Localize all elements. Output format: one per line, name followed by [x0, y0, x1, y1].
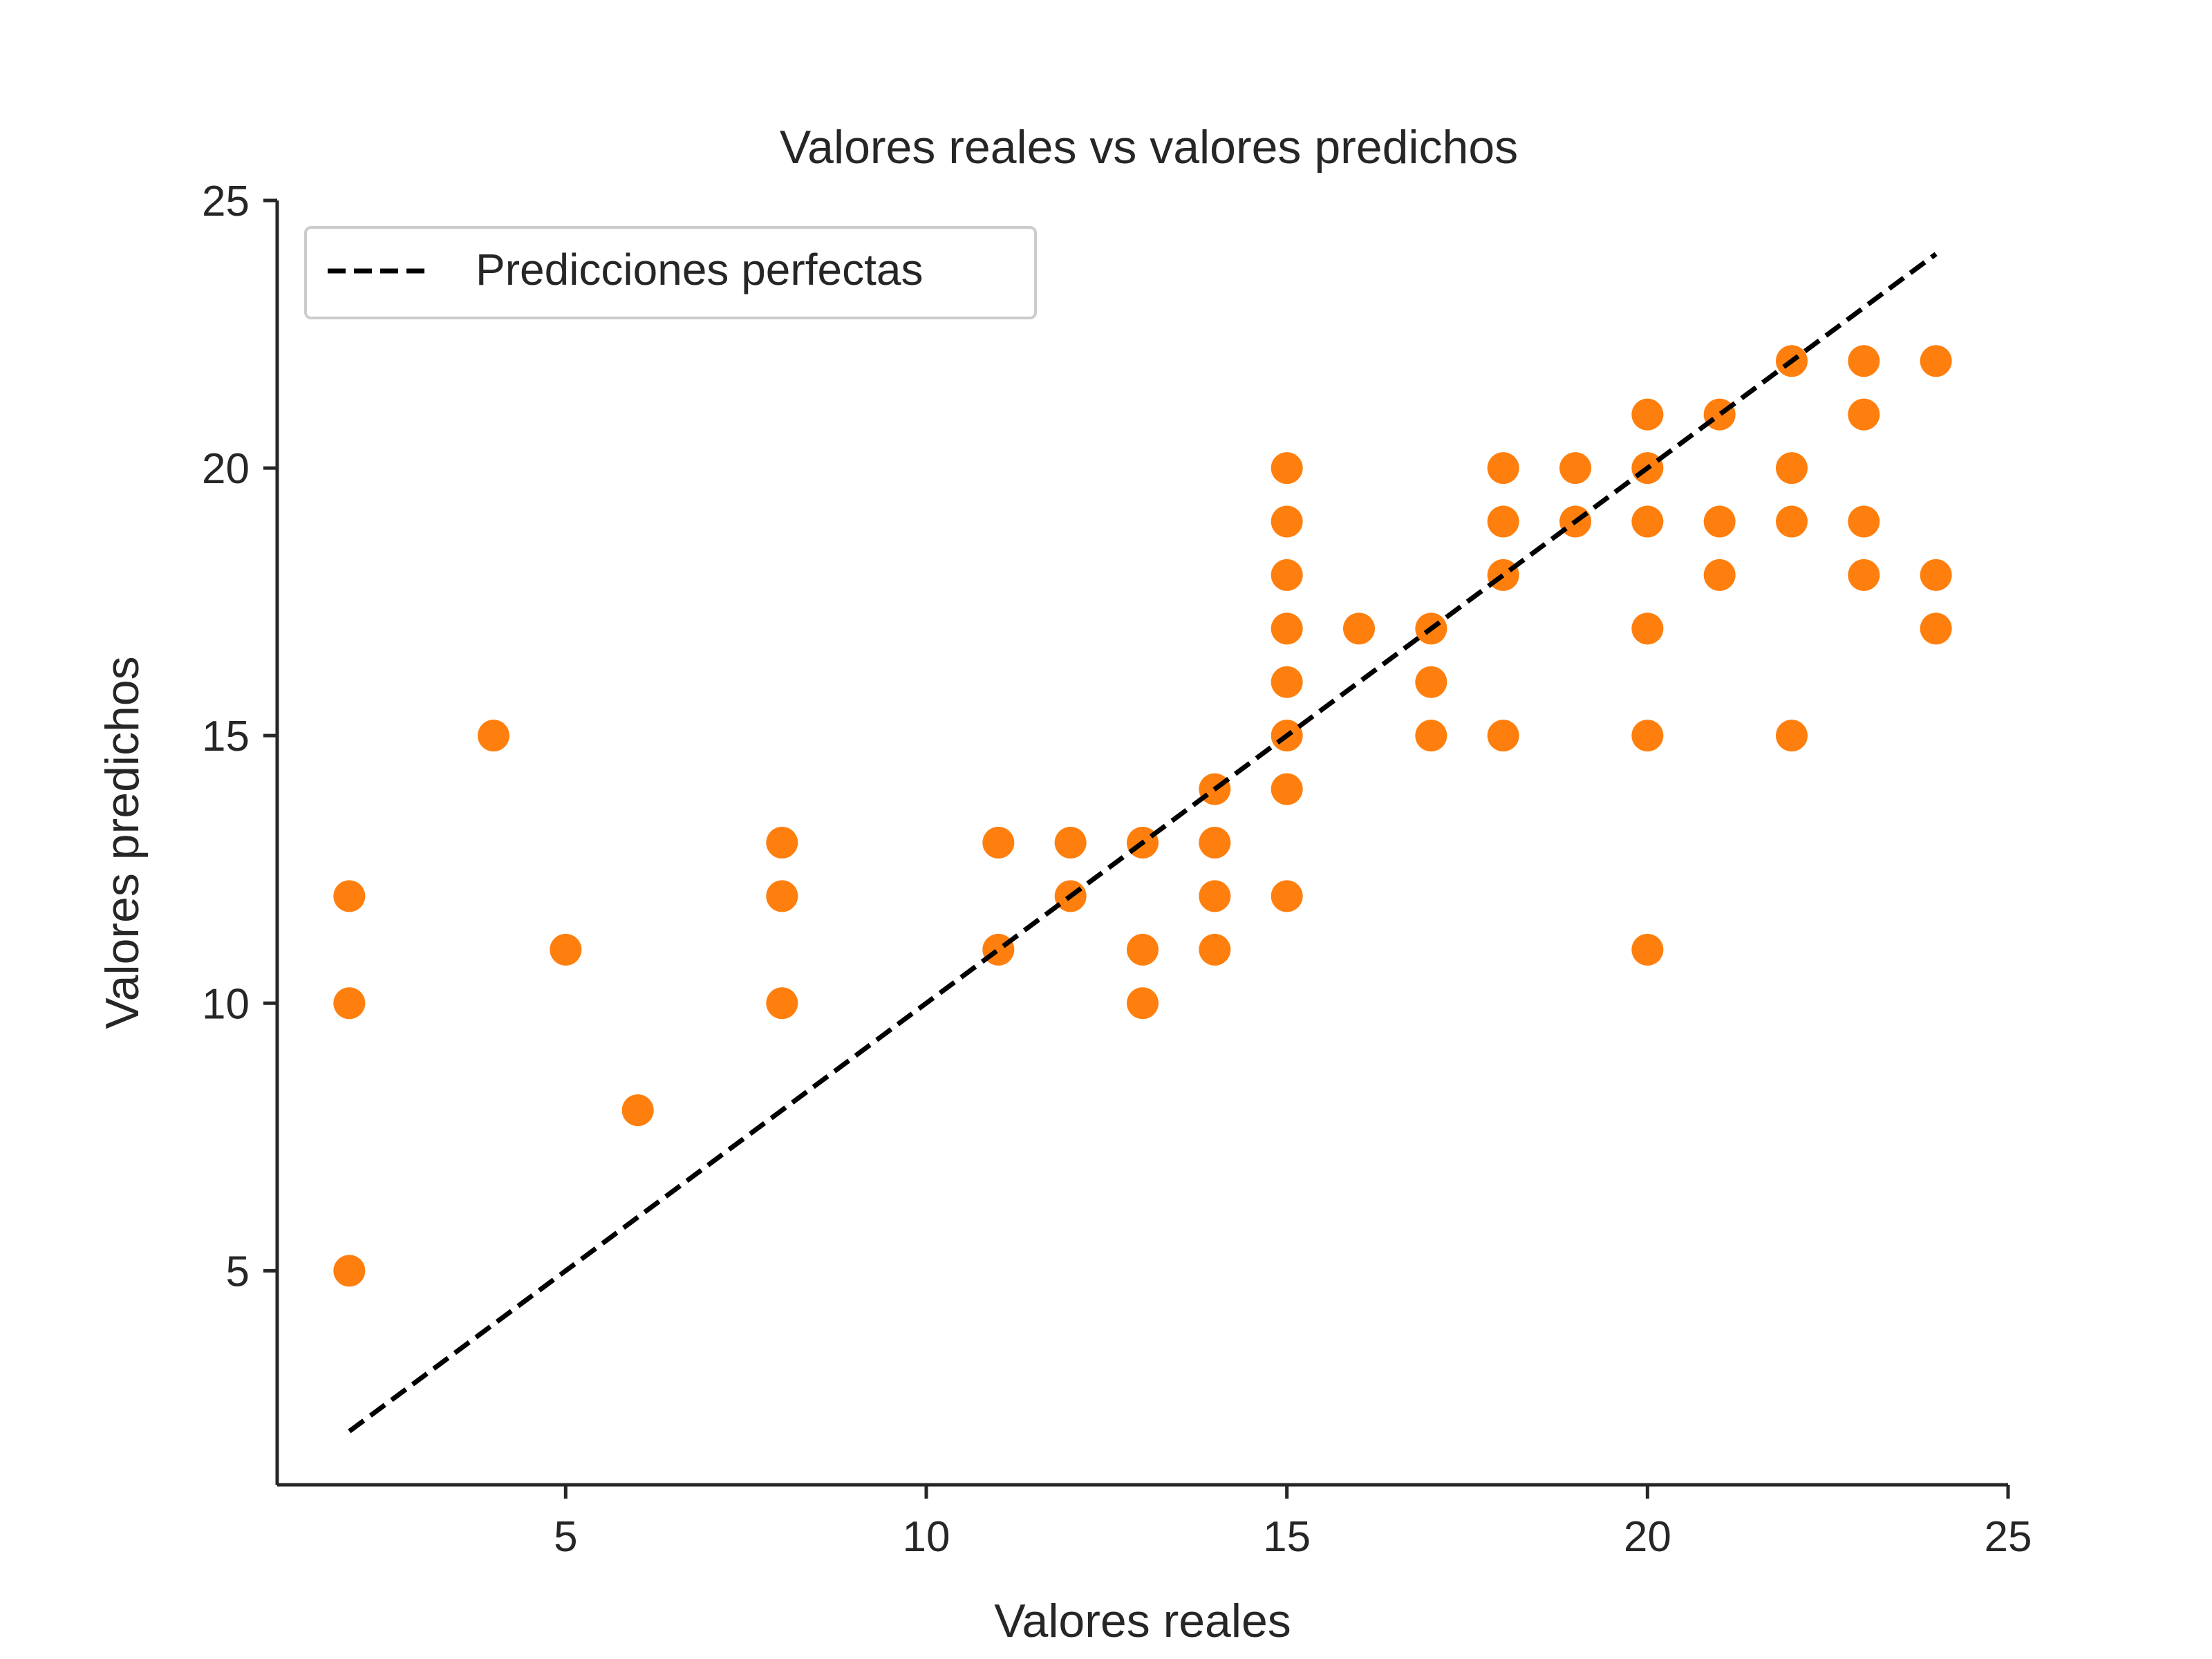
y-tick-label: 5 — [226, 1248, 250, 1295]
scatter-point — [550, 933, 582, 966]
scatter-point — [1271, 666, 1303, 698]
scatter-point — [1848, 398, 1880, 431]
legend-box — [304, 226, 1037, 319]
scatter-point — [766, 827, 798, 859]
scatter-point — [1703, 505, 1736, 538]
scatter-point — [1271, 452, 1303, 485]
scatter-point — [1054, 827, 1087, 859]
scatter-point — [1848, 559, 1880, 591]
scatter-point — [1415, 666, 1447, 698]
scatter-point — [1271, 880, 1303, 912]
y-tick-label: 25 — [202, 178, 250, 225]
scatter-point — [1631, 933, 1664, 966]
scatter-point — [1776, 720, 1808, 752]
scatter-point — [1415, 720, 1447, 752]
scatter-point — [478, 720, 509, 752]
scatter-point — [1343, 612, 1375, 645]
scatter-points — [333, 345, 1952, 1287]
scatter-point — [1199, 880, 1231, 912]
scatter-point — [1848, 345, 1880, 377]
scatter-point — [1487, 452, 1519, 485]
x-tick-label: 20 — [1624, 1513, 1671, 1561]
scatter-point — [621, 1094, 654, 1127]
scatter-point — [1487, 720, 1519, 752]
scatter-point — [1848, 505, 1880, 538]
scatter-point — [1776, 452, 1808, 485]
scatter-point — [333, 987, 366, 1020]
legend: Predicciones perfectas — [304, 226, 1037, 319]
scatter-point — [1631, 720, 1664, 752]
scatter-point — [1920, 345, 1952, 377]
y-axis-ticks: 5 10 15 20 25 — [202, 178, 277, 1295]
x-tick-label: 10 — [903, 1513, 950, 1561]
x-tick-label: 15 — [1263, 1513, 1311, 1561]
scatter-point — [766, 987, 798, 1020]
x-tick-label: 5 — [554, 1513, 577, 1561]
y-tick-label: 15 — [202, 713, 250, 760]
y-axis-label: Valores predichos — [96, 656, 149, 1029]
scatter-point — [1199, 933, 1231, 966]
scatter-point — [333, 1255, 366, 1287]
scatter-point — [982, 827, 1015, 859]
scatter-point — [1271, 559, 1303, 591]
scatter-point — [1127, 933, 1159, 966]
chart-title: Valores reales vs valores predichos — [780, 121, 1518, 174]
scatter-point — [1920, 612, 1952, 645]
y-tick-label: 10 — [202, 980, 250, 1028]
scatter-point — [1487, 505, 1519, 538]
scatter-point — [1271, 612, 1303, 645]
scatter-point — [1271, 773, 1303, 805]
scatter-point — [1776, 505, 1808, 538]
scatter-point — [1703, 559, 1736, 591]
scatter-point — [1271, 505, 1303, 538]
scatter-point — [1631, 612, 1664, 645]
perfect-prediction-line — [348, 252, 1938, 1434]
scatter-point — [1127, 987, 1159, 1020]
scatter-point — [766, 880, 798, 912]
x-axis-ticks: 5 10 15 20 25 — [554, 1485, 2032, 1561]
y-tick-label: 20 — [202, 445, 250, 493]
scatter-point — [1631, 398, 1664, 431]
scatter-point — [1631, 505, 1664, 538]
x-axis-label: Valores reales — [994, 1595, 1291, 1647]
x-tick-label: 25 — [1985, 1513, 2032, 1561]
scatter-point — [333, 880, 366, 912]
legend-label: Predicciones perfectas — [476, 245, 923, 294]
scatter-point — [1199, 827, 1231, 859]
scatter-point — [1920, 559, 1952, 591]
scatter-point — [1559, 452, 1591, 485]
